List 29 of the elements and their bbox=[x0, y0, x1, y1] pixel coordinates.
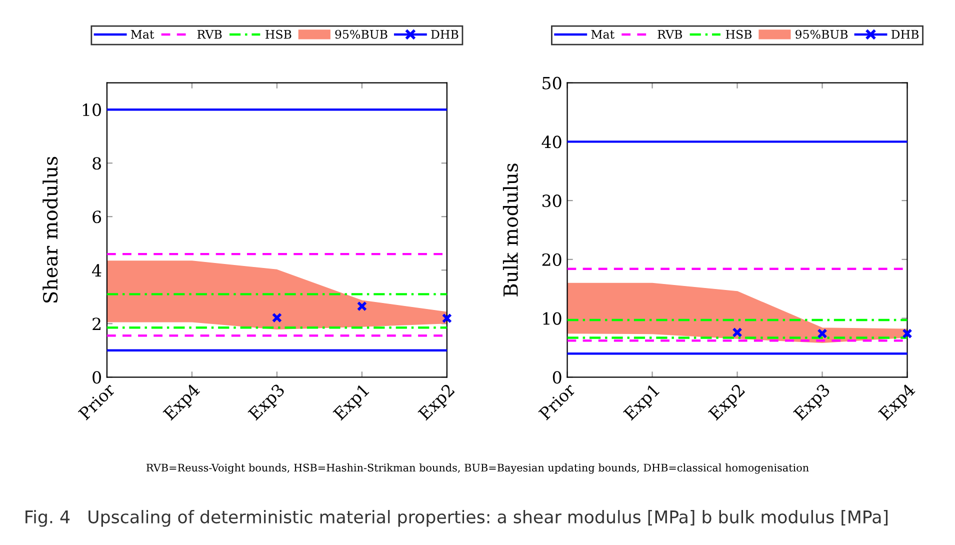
legend-label: DHB bbox=[891, 30, 919, 39]
y-tick-label: 0 bbox=[92, 371, 101, 384]
y-tick-label: 8 bbox=[92, 157, 101, 170]
legend-label: 95%BUB bbox=[335, 30, 388, 39]
legend-label: RVB bbox=[197, 30, 222, 39]
y-tick-label: 30 bbox=[542, 194, 562, 208]
y-tick-label: 4 bbox=[92, 264, 102, 276]
y-tick-label: 0 bbox=[552, 371, 562, 384]
text: RVB=Reuss-Voight bounds, HSB=Hashin-Strikman bounds, BUB=Bayesian updating bounds, DHB=classical homogenisation bbox=[146, 464, 809, 474]
y-axis-title: Bulk modulus bbox=[502, 164, 518, 296]
y-tick-label: 10 bbox=[543, 312, 562, 325]
point bbox=[272, 312, 282, 323]
y-tick-label: 6 bbox=[92, 210, 102, 224]
y-tick-label: 40 bbox=[542, 136, 562, 148]
point bbox=[442, 313, 452, 324]
y-tick-label: 2 bbox=[92, 318, 100, 330]
y-tick-label: 50 bbox=[542, 76, 562, 90]
caption: Fig. 4 Upscaling of deterministic material properties: a shear modulus [MPa] b bulk modulus [MPa] bbox=[26, 510, 888, 527]
point bbox=[356, 301, 368, 312]
y-tick-label: 20 bbox=[542, 253, 562, 266]
legend-label: Mat bbox=[130, 30, 154, 39]
legend-label: 95%BUB bbox=[796, 30, 848, 39]
legend-label: Mat bbox=[591, 30, 614, 39]
legend-label: DHB bbox=[431, 30, 458, 39]
legend-label: RVB bbox=[658, 30, 682, 39]
legend-label: HSB bbox=[726, 30, 752, 39]
y-axis-title: Shear modulus bbox=[42, 156, 58, 302]
y-tick-label: 10 bbox=[82, 104, 101, 116]
legend-label: HSB bbox=[266, 30, 292, 39]
